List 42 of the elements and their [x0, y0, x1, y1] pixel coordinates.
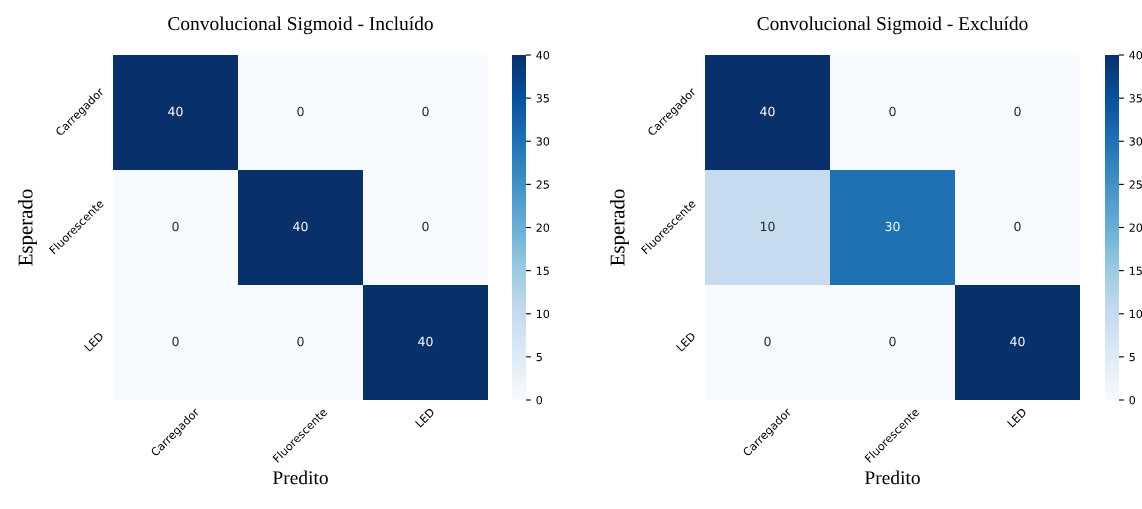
color-bar-label: 0 [536, 395, 543, 405]
data-label: 40 [168, 106, 183, 117]
data-label: 0 [1014, 106, 1021, 117]
color-bar-label: 5 [1129, 353, 1135, 362]
y-axis-title: Esperado [17, 189, 37, 266]
y-axis-title: Esperado [609, 189, 629, 266]
color-bar-label: 40 [1129, 50, 1142, 60]
color-bar-label: 5 [536, 353, 542, 362]
color-bar-label: 25 [536, 180, 549, 189]
color-bar-label: 35 [1129, 94, 1142, 103]
data-label: 0 [889, 336, 896, 347]
x-axis-title: Predito [272, 470, 328, 485]
color-bar-label: 0 [1129, 395, 1136, 405]
chart-title: Convolucional Sigmoid - Excluído [757, 16, 1028, 35]
color-bar-label: 25 [1129, 180, 1142, 189]
data-label: 0 [297, 106, 304, 117]
color-bar-label: 40 [536, 50, 550, 60]
data-label: 40 [760, 106, 775, 117]
data-label: 0 [172, 336, 179, 347]
color-bar-label: 15 [536, 266, 549, 275]
chart-title: Convolucional Sigmoid - Incluído [168, 16, 433, 35]
data-label: 40 [418, 336, 433, 347]
color-bar-label: 35 [536, 94, 549, 103]
color-bar-label: 30 [536, 137, 550, 146]
color-bar-label: 30 [1129, 137, 1142, 146]
color-bar-label: 10 [1129, 309, 1142, 319]
data-label: 30 [885, 221, 900, 232]
color-bar-label: 20 [1129, 223, 1142, 232]
data-label: 0 [422, 106, 429, 117]
data-label: 0 [1014, 221, 1021, 232]
color-bar-label: 10 [536, 309, 550, 319]
data-label: 0 [172, 221, 179, 232]
x-axis-title: Predito [864, 470, 920, 485]
color-bar-label: 15 [1129, 266, 1142, 275]
data-label: 40 [1010, 336, 1025, 347]
data-label: 0 [764, 336, 771, 347]
data-label: 40 [293, 221, 308, 232]
data-label: 0 [297, 336, 304, 347]
data-label: 0 [422, 221, 429, 232]
color-bar-label: 20 [536, 223, 550, 232]
data-label: 10 [760, 221, 775, 232]
data-label: 0 [889, 106, 896, 117]
